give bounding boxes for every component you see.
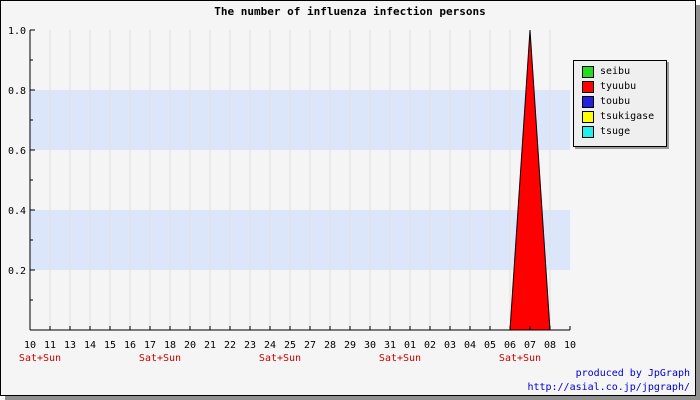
y-tick-label: 0.6	[8, 146, 26, 157]
x-tick-label: 20	[184, 340, 196, 351]
frame-shadow-bottom	[5, 396, 700, 400]
legend-swatch	[582, 111, 594, 123]
x-tick-label: 10	[24, 340, 36, 351]
legend-swatch	[582, 126, 594, 138]
legend-swatch	[582, 66, 594, 78]
x-tick-label: 23	[244, 340, 256, 351]
x-tick-label: 14	[84, 340, 96, 351]
legend-item: tsuge	[582, 126, 630, 140]
x-tick-label: 21	[204, 340, 216, 351]
vertical-gridlines	[49, 30, 551, 330]
x-tick-label: 07	[524, 340, 536, 351]
credit-line-1: produced by JpGraph	[576, 368, 690, 379]
x-tick-label: 17	[144, 340, 156, 351]
x-tick-label: 29	[344, 340, 356, 351]
x-tick-label: 27	[304, 340, 316, 351]
weekend-label: Sat+Sun	[259, 353, 301, 364]
x-tick-label: 28	[324, 340, 336, 351]
legend: seibu tyuubu toubu tsukigase tsuge	[573, 60, 667, 147]
x-tick-label: 25	[284, 340, 296, 351]
plot-area	[30, 30, 570, 330]
legend-label: seibu	[600, 66, 631, 77]
x-tick-label: 03	[444, 340, 456, 351]
x-tick-label: 31	[384, 340, 396, 351]
y-tick-label: 1.0	[8, 26, 26, 37]
legend-item: toubu	[582, 96, 630, 110]
legend-label: tsukigase	[600, 111, 655, 122]
legend-swatch	[582, 96, 594, 108]
legend-label: toubu	[600, 96, 631, 107]
x-tick-label: 05	[484, 340, 496, 351]
x-tick-label: 11	[44, 340, 56, 351]
x-tick-label: 08	[544, 340, 556, 351]
x-tick-label: 01	[404, 340, 416, 351]
axes	[29, 29, 571, 331]
x-tick-label: 13	[64, 340, 76, 351]
weekend-label: Sat+Sun	[499, 353, 541, 364]
x-tick-label: 02	[424, 340, 436, 351]
x-tick-label: 15	[104, 340, 116, 351]
y-tick-label: 0.4	[8, 206, 26, 217]
x-tick-labels: 10 11 13 14 15 16 17 18 20 21 22 23 24 25 27 28 29 30 31 01…	[24, 340, 576, 351]
legend-item: tsukigase	[582, 111, 654, 125]
y-tick-label: 0.8	[8, 86, 26, 97]
grid-band	[30, 210, 570, 270]
weekend-label: Sat+Sun	[379, 353, 421, 364]
x-tick-label: 06	[504, 340, 516, 351]
weekend-label: Sat+Sun	[139, 353, 181, 364]
x-tick-label: 18	[164, 340, 176, 351]
x-tick-label: 30	[364, 340, 376, 351]
legend-item: tyuubu	[582, 81, 636, 95]
legend-label: tsuge	[600, 126, 631, 137]
legend-swatch	[582, 81, 594, 93]
grid-band	[30, 90, 570, 150]
credit-line-2[interactable]: http://asial.co.jp/jpgraph/	[527, 382, 690, 393]
y-tick-labels: 0.2 0.4 0.6 0.8 1.0	[8, 26, 26, 277]
x-tick-label: 04	[464, 340, 476, 351]
plot-background	[30, 30, 570, 330]
weekend-label: Sat+Sun	[19, 353, 61, 364]
frame-shadow-right	[696, 5, 700, 400]
x-tick-label: 10	[564, 340, 576, 351]
x-tick-label: 24	[264, 340, 276, 351]
legend-item: seibu	[582, 66, 630, 80]
legend-label: tyuubu	[600, 81, 637, 92]
weekend-labels: Sat+Sun Sat+Sun Sat+Sun Sat+Sun Sat+Sun	[19, 353, 541, 364]
x-tick-label: 22	[224, 340, 236, 351]
chart-title: The number of influenza infection person…	[214, 5, 486, 18]
y-tick-label: 0.2	[8, 266, 26, 277]
x-tick-label: 16	[124, 340, 136, 351]
